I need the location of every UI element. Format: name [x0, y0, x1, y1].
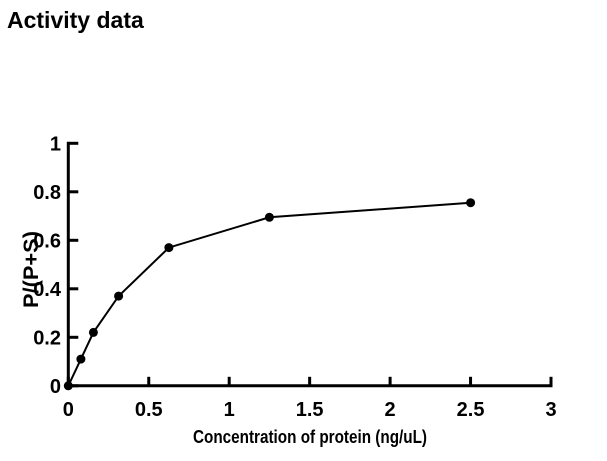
data-point	[264, 212, 274, 222]
x-axis-label: Concentration of protein (ng/uL)	[193, 427, 427, 447]
x-tick-label: 1	[224, 399, 235, 421]
plot-area: 0 0.5 1 1.5 2 2.5 3 0 0.2 0.4 0.6 0.8 1	[33, 134, 556, 421]
chart-title: Activity data	[7, 7, 144, 33]
data-point	[88, 327, 98, 337]
y-tick-label: 0.8	[33, 182, 61, 204]
x-tick-label: 2	[385, 399, 396, 421]
data-point	[63, 381, 73, 391]
x-tick-label: 1.5	[296, 399, 324, 421]
x-tick-label: 0.5	[135, 399, 163, 421]
y-axis-label: P/(P+S)	[20, 231, 43, 308]
y-tick-label: 0.4	[33, 279, 62, 301]
data-point	[76, 354, 86, 364]
data-line	[67, 201, 471, 387]
y-tick-label: 0	[50, 376, 61, 398]
x-tick-label: 0	[63, 399, 74, 421]
data-point	[114, 291, 124, 301]
y-tick-label: 0.2	[33, 328, 61, 350]
y-tick-label: 1	[50, 134, 61, 156]
y-tick-label: 0.6	[33, 231, 61, 253]
data-point	[164, 243, 174, 253]
data-point	[466, 198, 476, 208]
x-tick-label: 2.5	[457, 399, 485, 421]
x-tick-label: 3	[545, 399, 556, 421]
